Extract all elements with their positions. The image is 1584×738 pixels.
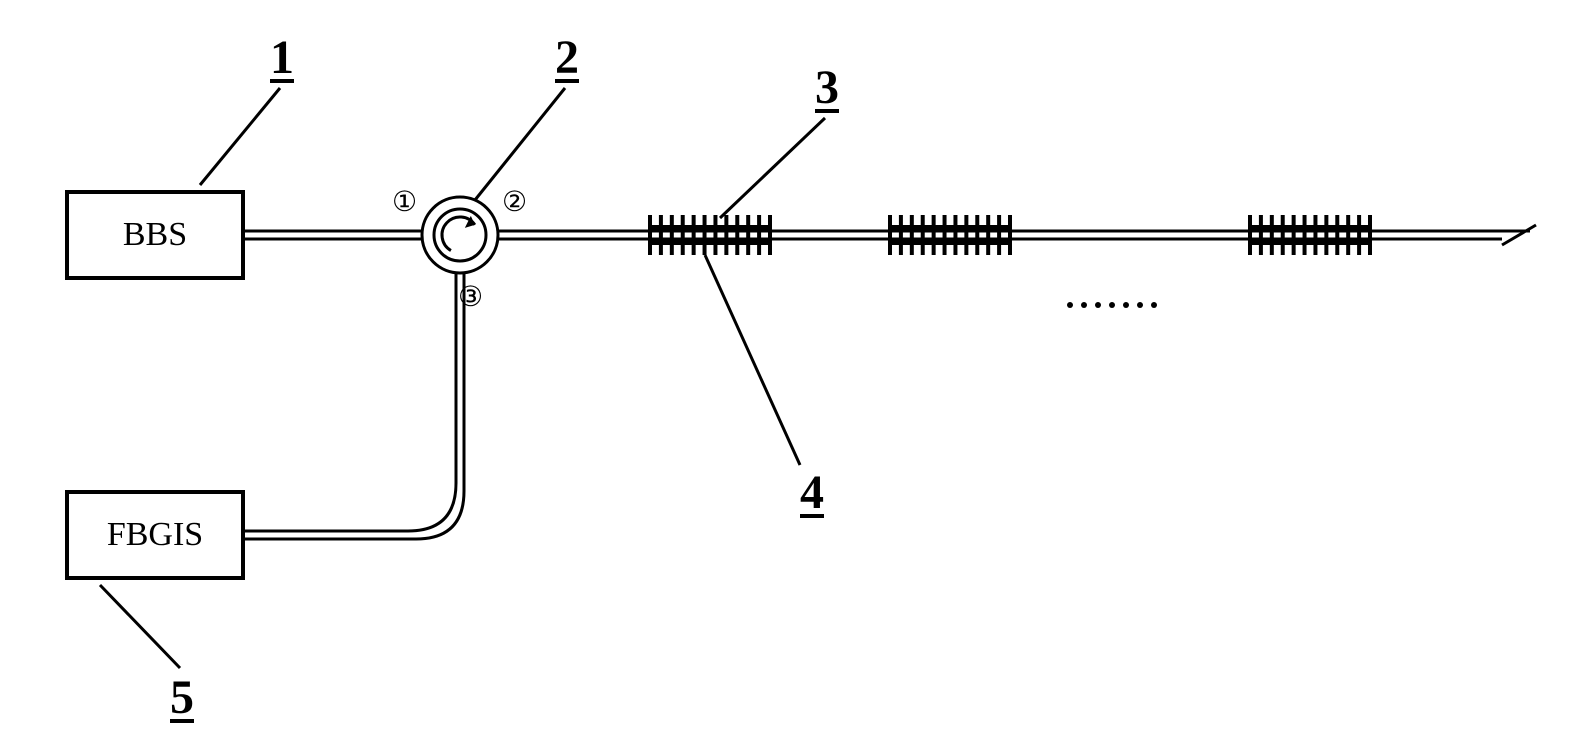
diagram-svg	[0, 0, 1584, 738]
